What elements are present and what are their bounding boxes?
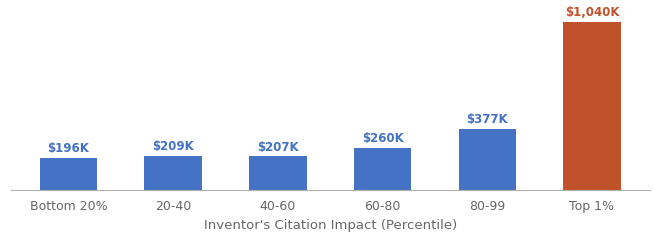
Text: $196K: $196K [48,142,90,155]
Bar [458,129,516,190]
Text: $377K: $377K [466,113,508,126]
Text: $1,040K: $1,040K [565,6,619,19]
Bar [249,156,307,190]
Text: $209K: $209K [152,140,194,153]
Bar [354,148,411,190]
Bar [563,22,621,190]
X-axis label: Inventor's Citation Impact (Percentile): Inventor's Citation Impact (Percentile) [203,219,457,232]
Bar [145,156,202,190]
Text: $207K: $207K [257,140,299,154]
Bar [40,158,97,190]
Text: $260K: $260K [362,132,404,145]
